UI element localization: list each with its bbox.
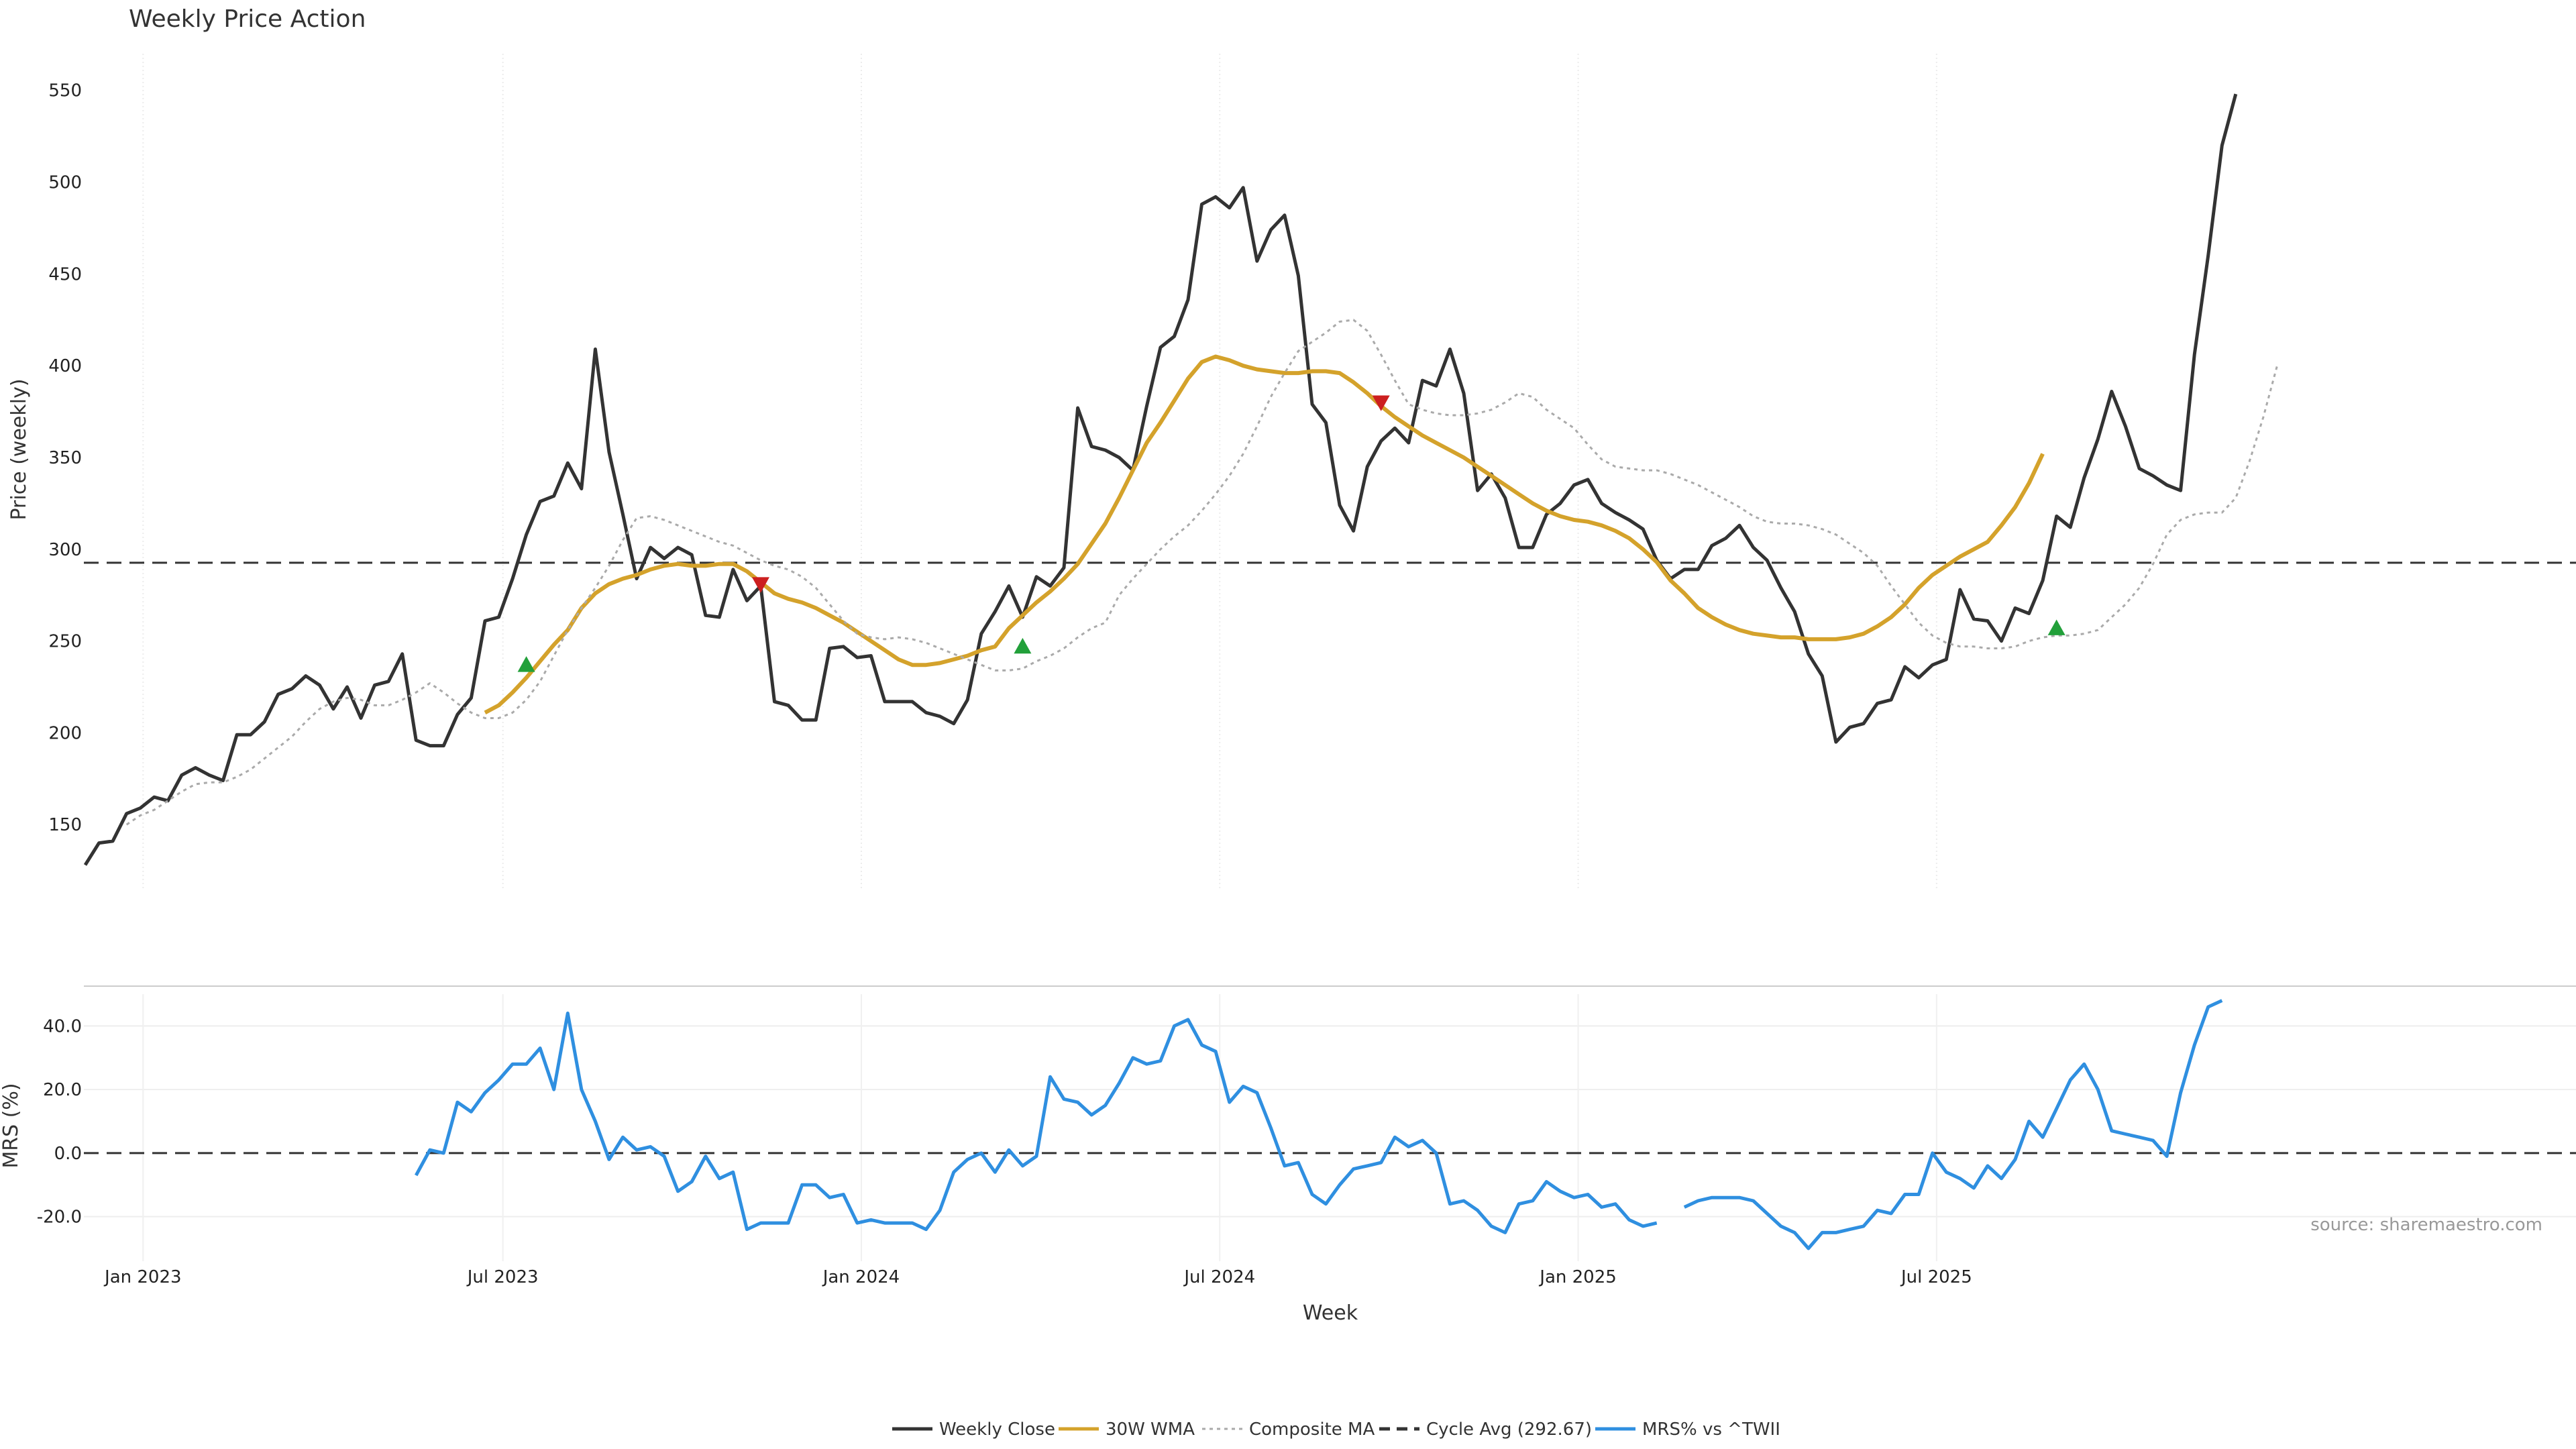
mrs-y-tick-label: 40.0	[43, 1016, 82, 1036]
mrs-y-ticks: 40.0 20.0 0.0 -20.0	[37, 1016, 82, 1227]
price-y-axis-label: Price (weekly)	[7, 378, 31, 520]
legend-label: Cycle Avg (292.67)	[1426, 1419, 1592, 1440]
x-tick-label: Jan 2025	[1538, 1267, 1617, 1287]
signal-markers	[517, 395, 2065, 672]
legend: Weekly Close 30W WMA Composite MA Cycle Avg…	[892, 1419, 1780, 1440]
price-y-ticks: 150 200 250 300 350 400 450 500 550	[48, 81, 82, 836]
legend-label: Weekly Close	[939, 1419, 1055, 1440]
source-note: source: sharemaestro.com	[2310, 1215, 2542, 1235]
mrs-y-tick-label: -20.0	[37, 1208, 82, 1228]
mrs-y-tick-label: 20.0	[43, 1080, 82, 1100]
buy-signal-marker	[517, 656, 535, 672]
price-series	[83, 93, 2278, 866]
x-tick-label: Jul 2024	[1183, 1267, 1255, 1287]
mrs-y-axis-label: MRS (%)	[0, 1083, 23, 1168]
sell-signal-marker	[751, 577, 769, 593]
mrs-line	[415, 1011, 1658, 1234]
price-y-tick-label: 550	[48, 81, 82, 101]
x-tick-label: Jan 2023	[103, 1267, 182, 1287]
composite-ma-line	[125, 319, 2278, 826]
price-y-tick-label: 250	[48, 632, 82, 652]
x-tick-label: Jul 2023	[466, 1267, 539, 1287]
buy-signal-marker	[1014, 637, 1032, 654]
price-y-tick-label: 200	[48, 723, 82, 743]
sell-signal-marker	[1372, 395, 1390, 411]
price-y-tick-label: 300	[48, 540, 82, 560]
legend-label: Composite MA	[1249, 1419, 1375, 1440]
price-y-tick-label: 400	[48, 356, 82, 376]
price-grid	[142, 54, 1937, 889]
x-tick-label: Jul 2025	[1900, 1267, 1972, 1287]
price-y-tick-label: 500	[48, 173, 82, 193]
x-axis-label: Week	[1303, 1301, 1358, 1325]
legend-label: MRS% vs ^TWII	[1642, 1419, 1780, 1440]
x-tick-label: Jan 2024	[822, 1267, 900, 1287]
price-y-tick-label: 350	[48, 448, 82, 468]
mrs-series	[415, 999, 2223, 1250]
mrs-panel: 40.0 20.0 0.0 -20.0 MRS (%) source: sharema…	[0, 994, 2576, 1261]
mrs-y-tick-label: 0.0	[54, 1144, 82, 1164]
chart-title: Weekly Price Action	[129, 5, 366, 33]
buy-signal-marker	[2047, 619, 2065, 635]
mrs-line	[1683, 999, 2223, 1250]
30w-wma-line	[484, 354, 2045, 714]
mrs-grid	[84, 994, 2576, 1261]
price-y-tick-label: 150	[48, 815, 82, 835]
x-axis-ticks: Jan 2023 Jul 2023 Jan 2024 Jul 2024 Jan 2025…	[103, 1267, 1972, 1287]
price-y-tick-label: 450	[48, 264, 82, 284]
legend-label: 30W WMA	[1106, 1419, 1195, 1440]
weekly-close-line	[83, 93, 2238, 866]
price-panel: 150 200 250 300 350 400 450 500 550 Price (weekl…	[7, 54, 2576, 889]
